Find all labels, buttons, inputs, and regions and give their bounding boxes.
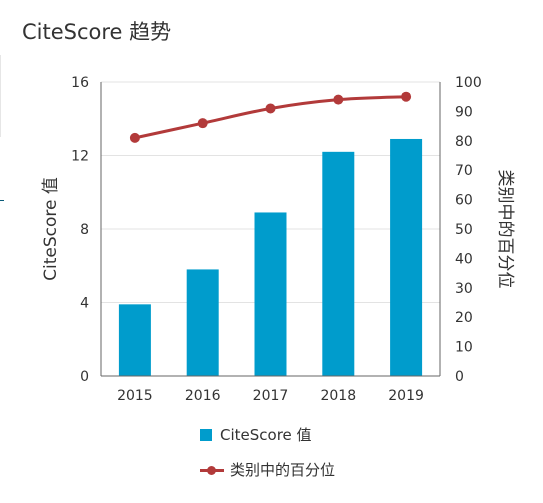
- left-tick-label: 8: [80, 222, 89, 238]
- legend-percentile-label: 类别中的百分位: [230, 461, 336, 479]
- percentile-point: [401, 91, 412, 102]
- x-tick-label: 2019: [388, 388, 424, 404]
- right-axis-title: 类别中的百分位: [495, 170, 515, 289]
- bar: [322, 151, 355, 376]
- left-tick-label: 12: [71, 149, 89, 165]
- right-tick-label: 10: [455, 340, 473, 356]
- right-tick-label: 20: [455, 310, 473, 326]
- right-tick-label: 30: [455, 281, 473, 297]
- left-edge-marker: [0, 200, 4, 201]
- left-tick-label: 0: [80, 369, 89, 385]
- right-tick-label: 70: [455, 163, 473, 179]
- left-tick-label: 4: [80, 296, 89, 312]
- bar: [186, 269, 219, 376]
- percentile-line: [134, 95, 407, 140]
- left-axis-ticks: 0 4 8 12 16: [71, 75, 89, 385]
- legend-bar-swatch: [200, 428, 212, 441]
- legend-percentile: 类别中的百分位: [200, 459, 335, 480]
- x-axis-ticks: 2015 2016 2017 2018 2019: [117, 388, 424, 404]
- legend-citescore: CiteScore 值: [200, 424, 312, 445]
- right-tick-label: 50: [455, 222, 473, 238]
- x-tick-label: 2016: [185, 388, 221, 404]
- right-tick-label: 90: [455, 104, 473, 120]
- chart-title: CiteScore 趋势: [22, 20, 172, 44]
- right-tick-label: 80: [455, 134, 473, 150]
- bar-series: [118, 138, 423, 376]
- bar: [118, 304, 151, 376]
- right-tick-label: 40: [455, 251, 473, 267]
- left-tick-label: 16: [71, 75, 89, 91]
- x-tick-label: 2017: [253, 388, 289, 404]
- left-axis-title: CiteScore 值: [41, 177, 61, 281]
- percentile-point: [265, 103, 276, 114]
- left-edge-divider: [0, 55, 1, 137]
- bar: [254, 212, 287, 376]
- right-tick-label: 100: [455, 75, 482, 91]
- bar: [390, 138, 423, 376]
- right-tick-label: 60: [455, 193, 473, 209]
- right-tick-label: 0: [455, 369, 464, 385]
- x-tick-label: 2015: [117, 388, 153, 404]
- legend-line-swatch: [200, 464, 224, 476]
- percentile-point: [333, 94, 344, 105]
- axes: [100, 82, 441, 377]
- right-axis-ticks: 0 10 20 30 40 50 60 70 80 90 100: [455, 75, 482, 385]
- x-tick-label: 2018: [320, 388, 356, 404]
- percentile-point: [129, 132, 140, 143]
- legend-citescore-label: CiteScore 值: [220, 426, 312, 444]
- line-series: [129, 91, 412, 143]
- percentile-point: [197, 118, 208, 129]
